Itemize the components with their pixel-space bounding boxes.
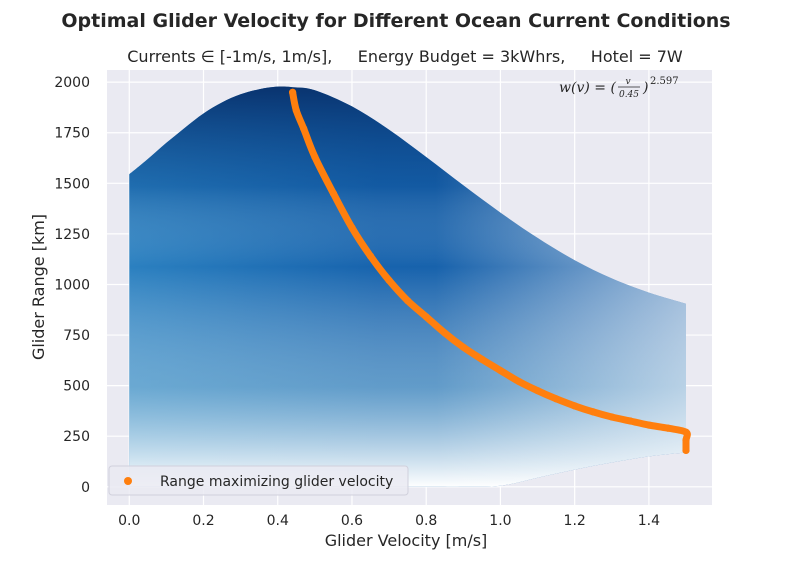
x-tick-label: 1.4	[638, 513, 660, 529]
series-point	[626, 417, 634, 425]
series-point	[552, 395, 560, 403]
series-point	[682, 436, 690, 444]
series-point	[459, 343, 467, 351]
y-tick-label: 1250	[54, 227, 90, 243]
y-tick-label: 250	[63, 429, 90, 445]
y-tick-label: 500	[63, 379, 90, 395]
x-axis-label: Glider Velocity [m/s]	[325, 531, 488, 550]
optimal-velocity-series	[289, 88, 691, 454]
series-point	[366, 252, 375, 260]
series-point	[571, 402, 579, 410]
y-axis-label: Glider Range [km]	[29, 214, 48, 360]
formula-numerator: v	[625, 77, 630, 87]
y-tick-label: 0	[81, 480, 90, 496]
series-point	[478, 355, 486, 363]
series-point	[608, 413, 616, 421]
series-point	[663, 424, 672, 432]
series-point	[682, 428, 690, 436]
series-point	[292, 106, 300, 115]
x-tick-label: 0.6	[341, 513, 363, 529]
y-axis-ticks: 0 250 500 750 1000 1250 1500 1750 2000	[54, 75, 90, 496]
series-point	[534, 387, 542, 395]
x-tick-label: 0.8	[415, 513, 437, 529]
chart-subtitle: Currents ∈ [-1m/s, 1m/s], Energy Budget …	[127, 47, 683, 66]
legend-marker	[124, 477, 132, 485]
series-point	[589, 408, 597, 416]
formula-annotation: w(v) = ( v 0.45 ) 2.597	[559, 76, 679, 100]
y-tick-label: 1750	[54, 126, 90, 142]
formula-lhs: w(v) = (	[559, 80, 616, 96]
range-region-shade-right	[129, 86, 687, 487]
series-point	[329, 189, 337, 197]
x-tick-label: 0.0	[118, 513, 140, 529]
x-tick-label: 0.4	[267, 513, 289, 529]
legend: Range maximizing glider velocity	[108, 465, 409, 496]
series-point	[404, 297, 412, 305]
x-tick-label: 1.0	[489, 513, 511, 529]
series-point	[496, 366, 504, 375]
legend-entry: Range maximizing glider velocity	[160, 474, 393, 490]
y-tick-label: 1500	[54, 176, 90, 192]
y-tick-label: 750	[63, 328, 90, 344]
series-point	[348, 224, 356, 232]
series-point	[515, 378, 523, 386]
series-point	[300, 125, 308, 133]
y-tick-label: 1000	[54, 277, 90, 293]
series-point	[645, 421, 653, 429]
x-tick-label: 1.2	[564, 513, 586, 529]
series-point	[422, 313, 430, 321]
y-tick-label: 2000	[54, 75, 90, 91]
chart-title: Optimal Glider Velocity for Different Oc…	[61, 10, 730, 32]
series-point	[289, 88, 297, 96]
series-point	[441, 329, 449, 337]
x-axis-ticks: 0.0 0.2 0.4 0.6 0.8 1.0 1.2 1.4	[118, 513, 660, 529]
series-point	[682, 446, 690, 454]
formula-exponent: 2.597	[650, 76, 679, 87]
x-tick-label: 0.2	[192, 513, 214, 529]
formula-rhs: )	[642, 80, 648, 96]
formula-denominator: 0.45	[619, 90, 639, 100]
series-point	[311, 153, 319, 161]
series-point	[385, 276, 393, 284]
